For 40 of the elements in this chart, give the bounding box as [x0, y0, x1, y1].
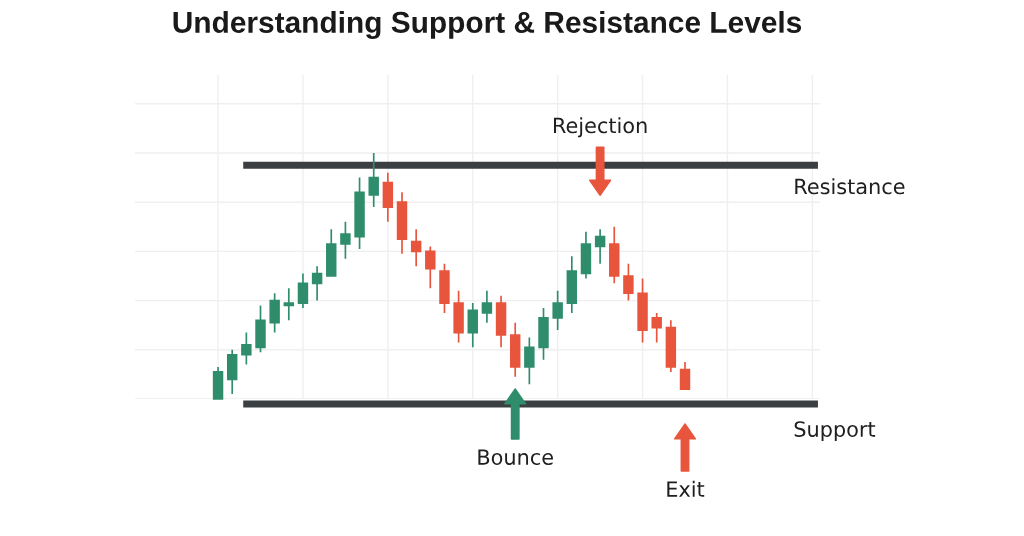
candlestick — [255, 304, 266, 354]
candlestick — [340, 221, 351, 260]
ref-line-label: Resistance — [795, 178, 905, 195]
candlestick — [439, 262, 450, 314]
candlestick — [637, 277, 648, 344]
candlestick — [538, 307, 549, 361]
candlestick — [665, 319, 677, 373]
ref-line-label: Support — [794, 421, 876, 441]
candlestick — [382, 171, 394, 223]
candlestick — [524, 336, 535, 386]
candlestick — [212, 366, 224, 400]
candlestick — [651, 312, 662, 344]
candlestick — [226, 348, 238, 395]
candlestick — [283, 287, 295, 322]
candlestick — [552, 289, 563, 331]
candlestick — [311, 265, 323, 302]
candlestick — [269, 292, 280, 334]
candlestick — [566, 255, 578, 314]
candlestick — [467, 302, 478, 349]
candlestick — [594, 228, 606, 265]
candlestick — [609, 225, 620, 285]
candlestick — [297, 272, 309, 309]
candlestick — [410, 228, 422, 267]
candlestick — [679, 361, 691, 390]
candlestick — [326, 228, 337, 277]
candlestick — [495, 294, 507, 349]
chart-title: Understanding Support & Resistance Levels — [173, 11, 802, 39]
candlestick — [580, 230, 592, 280]
candlestick — [481, 289, 493, 324]
text: Rejection — [553, 117, 647, 138]
candlestick — [368, 152, 379, 208]
candlestick — [623, 262, 634, 302]
candlestick — [354, 176, 365, 250]
candlestick — [396, 191, 408, 255]
text: Bounce — [478, 449, 553, 465]
candlestick — [241, 331, 252, 366]
candlestick — [509, 321, 521, 378]
candlestick — [453, 289, 464, 344]
candlestick — [425, 245, 436, 290]
text: Exit — [667, 480, 705, 497]
